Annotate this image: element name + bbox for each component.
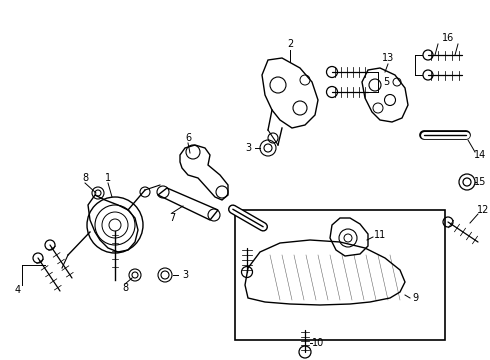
Text: 10: 10 (312, 338, 324, 348)
Text: 1: 1 (105, 173, 111, 183)
Text: 5: 5 (383, 77, 389, 87)
Circle shape (420, 131, 427, 139)
Text: 11: 11 (374, 230, 386, 240)
Text: 3: 3 (182, 270, 188, 280)
Text: 3: 3 (245, 143, 251, 153)
Text: 7: 7 (169, 213, 175, 223)
Text: 16: 16 (442, 33, 454, 43)
Circle shape (463, 131, 469, 139)
Text: 13: 13 (382, 53, 394, 63)
Circle shape (229, 206, 236, 213)
Circle shape (260, 223, 267, 230)
Text: 6: 6 (185, 133, 191, 143)
Text: 8: 8 (82, 173, 88, 183)
Text: 14: 14 (474, 150, 486, 160)
Text: 2: 2 (287, 39, 293, 49)
Text: 9: 9 (412, 293, 418, 303)
Text: 12: 12 (477, 205, 489, 215)
Bar (235, 210, 445, 340)
Text: 15: 15 (474, 177, 486, 187)
Text: 4: 4 (15, 285, 21, 295)
Text: 8: 8 (122, 283, 128, 293)
